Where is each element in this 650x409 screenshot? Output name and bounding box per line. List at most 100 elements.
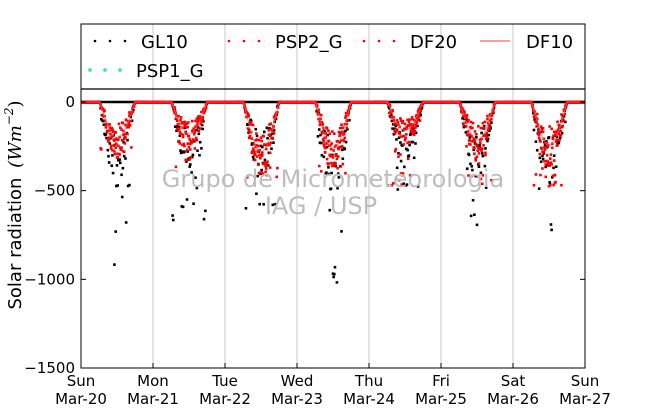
legend-marker bbox=[242, 39, 246, 43]
data-point bbox=[552, 166, 555, 170]
data-point bbox=[414, 119, 417, 123]
data-point bbox=[333, 145, 337, 149]
data-point bbox=[270, 136, 273, 140]
data-point bbox=[184, 122, 188, 126]
data-point bbox=[395, 129, 398, 133]
data-point bbox=[480, 147, 484, 150]
data-point bbox=[323, 146, 327, 150]
data-point bbox=[387, 105, 390, 108]
data-point bbox=[120, 128, 123, 131]
data-point bbox=[488, 126, 491, 130]
data-point bbox=[107, 129, 111, 132]
y-tick-label: 0 bbox=[65, 93, 75, 111]
data-point bbox=[129, 119, 133, 123]
data-point bbox=[401, 128, 405, 132]
data-point bbox=[401, 120, 405, 123]
data-point bbox=[459, 102, 462, 106]
data-point bbox=[264, 167, 268, 170]
data-point bbox=[319, 117, 322, 120]
data-point bbox=[387, 102, 390, 105]
data-point bbox=[269, 122, 273, 126]
data-point bbox=[389, 115, 392, 119]
data-point bbox=[125, 125, 129, 128]
data-point bbox=[270, 147, 273, 151]
legend-marker bbox=[392, 39, 396, 43]
data-point bbox=[117, 138, 120, 142]
data-point bbox=[244, 206, 248, 210]
x-tick-label-day: Mon bbox=[137, 372, 169, 390]
data-point bbox=[124, 221, 128, 224]
data-point bbox=[543, 148, 547, 151]
data-point bbox=[467, 153, 471, 157]
x-tick-label-date: Mar-24 bbox=[343, 390, 395, 408]
data-point bbox=[409, 132, 413, 135]
data-point bbox=[405, 147, 408, 151]
data-point bbox=[412, 118, 416, 122]
data-point bbox=[345, 126, 349, 130]
data-point bbox=[544, 165, 548, 169]
data-point bbox=[537, 136, 541, 140]
data-point bbox=[117, 144, 120, 148]
data-point bbox=[484, 186, 488, 189]
data-point bbox=[253, 150, 256, 154]
data-point bbox=[321, 130, 325, 134]
data-point bbox=[132, 108, 135, 112]
data-point bbox=[188, 137, 191, 141]
data-point bbox=[342, 132, 346, 136]
data-point bbox=[480, 151, 484, 155]
data-point bbox=[265, 126, 269, 130]
data-point bbox=[469, 214, 473, 218]
data-point bbox=[321, 138, 325, 141]
data-point bbox=[550, 163, 553, 166]
data-point bbox=[329, 154, 332, 158]
data-point bbox=[110, 164, 114, 168]
data-point bbox=[171, 105, 174, 108]
data-point bbox=[173, 125, 177, 128]
data-point bbox=[408, 133, 412, 137]
data-point bbox=[264, 164, 267, 168]
data-point bbox=[182, 121, 186, 124]
data-point bbox=[466, 130, 470, 133]
data-point bbox=[462, 125, 466, 129]
data-point bbox=[246, 127, 250, 130]
data-point bbox=[480, 131, 483, 135]
data-point bbox=[558, 124, 561, 127]
data-point bbox=[274, 117, 278, 121]
data-point bbox=[338, 132, 342, 136]
data-point bbox=[195, 138, 199, 142]
data-point bbox=[391, 108, 394, 112]
data-point bbox=[271, 203, 275, 207]
data-point bbox=[412, 127, 415, 130]
data-point bbox=[552, 134, 555, 138]
data-point bbox=[339, 165, 343, 168]
data-point bbox=[408, 174, 412, 177]
data-point bbox=[109, 132, 112, 136]
data-point bbox=[196, 119, 200, 123]
data-point bbox=[471, 168, 474, 172]
legend-marker bbox=[123, 39, 127, 43]
data-point bbox=[486, 137, 490, 141]
data-point bbox=[469, 120, 473, 124]
data-point bbox=[202, 108, 205, 111]
data-point bbox=[471, 126, 474, 130]
data-point bbox=[418, 119, 422, 122]
data-point bbox=[197, 129, 201, 133]
data-point bbox=[410, 129, 413, 132]
data-point bbox=[391, 127, 394, 130]
data-point bbox=[552, 183, 555, 187]
x-tick-label-date: Mar-25 bbox=[415, 390, 467, 408]
data-point bbox=[190, 119, 194, 123]
data-point bbox=[534, 140, 538, 143]
data-point bbox=[550, 127, 553, 131]
data-point bbox=[554, 130, 558, 133]
data-point bbox=[118, 153, 121, 156]
data-point bbox=[181, 150, 184, 154]
data-point bbox=[470, 165, 474, 168]
data-point bbox=[325, 145, 329, 149]
data-point bbox=[469, 162, 472, 166]
data-point bbox=[253, 153, 257, 156]
data-point bbox=[183, 126, 187, 130]
data-point bbox=[333, 265, 337, 269]
x-tick-label-day: Sun bbox=[571, 372, 600, 390]
